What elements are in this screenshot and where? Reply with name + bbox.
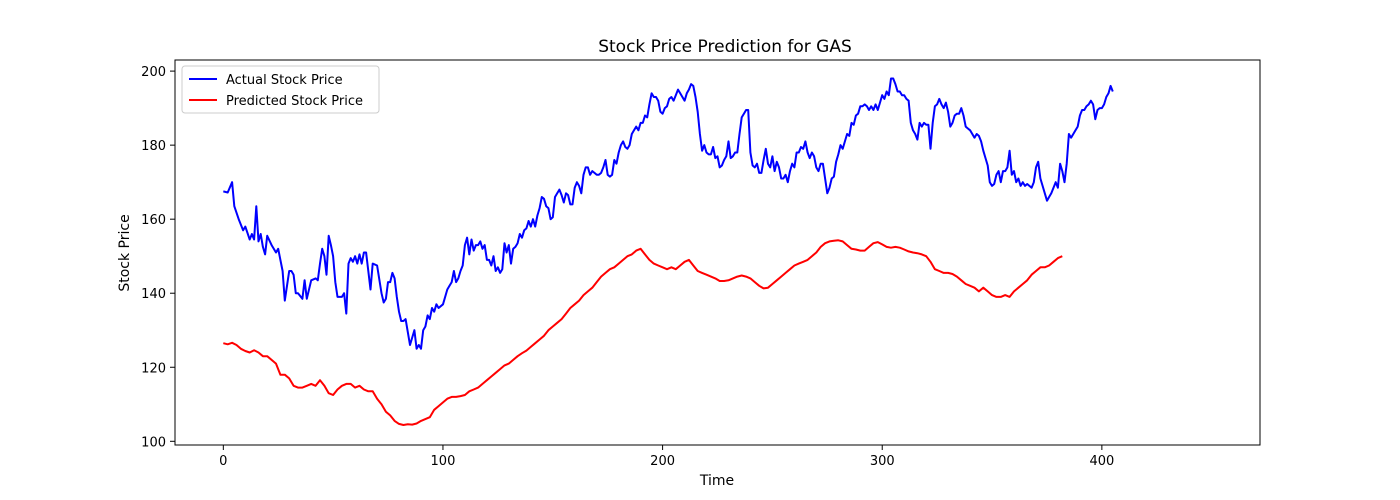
y-tick-label: 160: [141, 213, 166, 228]
legend-box: [181, 65, 380, 114]
y-tick-label: 180: [141, 139, 166, 154]
y-tick-label: 100: [141, 435, 166, 450]
x-tick-label: 300: [870, 454, 895, 469]
x-axis-title: Time: [699, 473, 734, 489]
y-tick-label: 140: [141, 287, 166, 302]
y-axis-title: Stock Price: [117, 214, 133, 291]
legend-label-actual: Actual Stock Price: [226, 73, 343, 88]
x-tick-label: 400: [1089, 454, 1114, 469]
plot-frame: [174, 59, 1261, 446]
series-line-predicted: [223, 239, 1063, 426]
legend-label-predicted: Predicted Stock Price: [226, 94, 363, 109]
x-axis: 0 100 200 300 400: [219, 445, 1114, 469]
y-tick-label: 200: [141, 65, 166, 80]
x-tick-label: 100: [431, 454, 456, 469]
plot-series: [223, 77, 1114, 426]
series-line-actual: [223, 77, 1114, 350]
y-axis: 100 120 140 160 180 200: [141, 65, 175, 450]
x-tick-label: 200: [650, 454, 675, 469]
legend: Actual Stock Price Predicted Stock Price: [181, 65, 380, 114]
x-tick-label: 0: [219, 454, 227, 469]
chart-title: Stock Price Prediction for GAS: [598, 37, 852, 57]
y-tick-label: 120: [141, 361, 166, 376]
